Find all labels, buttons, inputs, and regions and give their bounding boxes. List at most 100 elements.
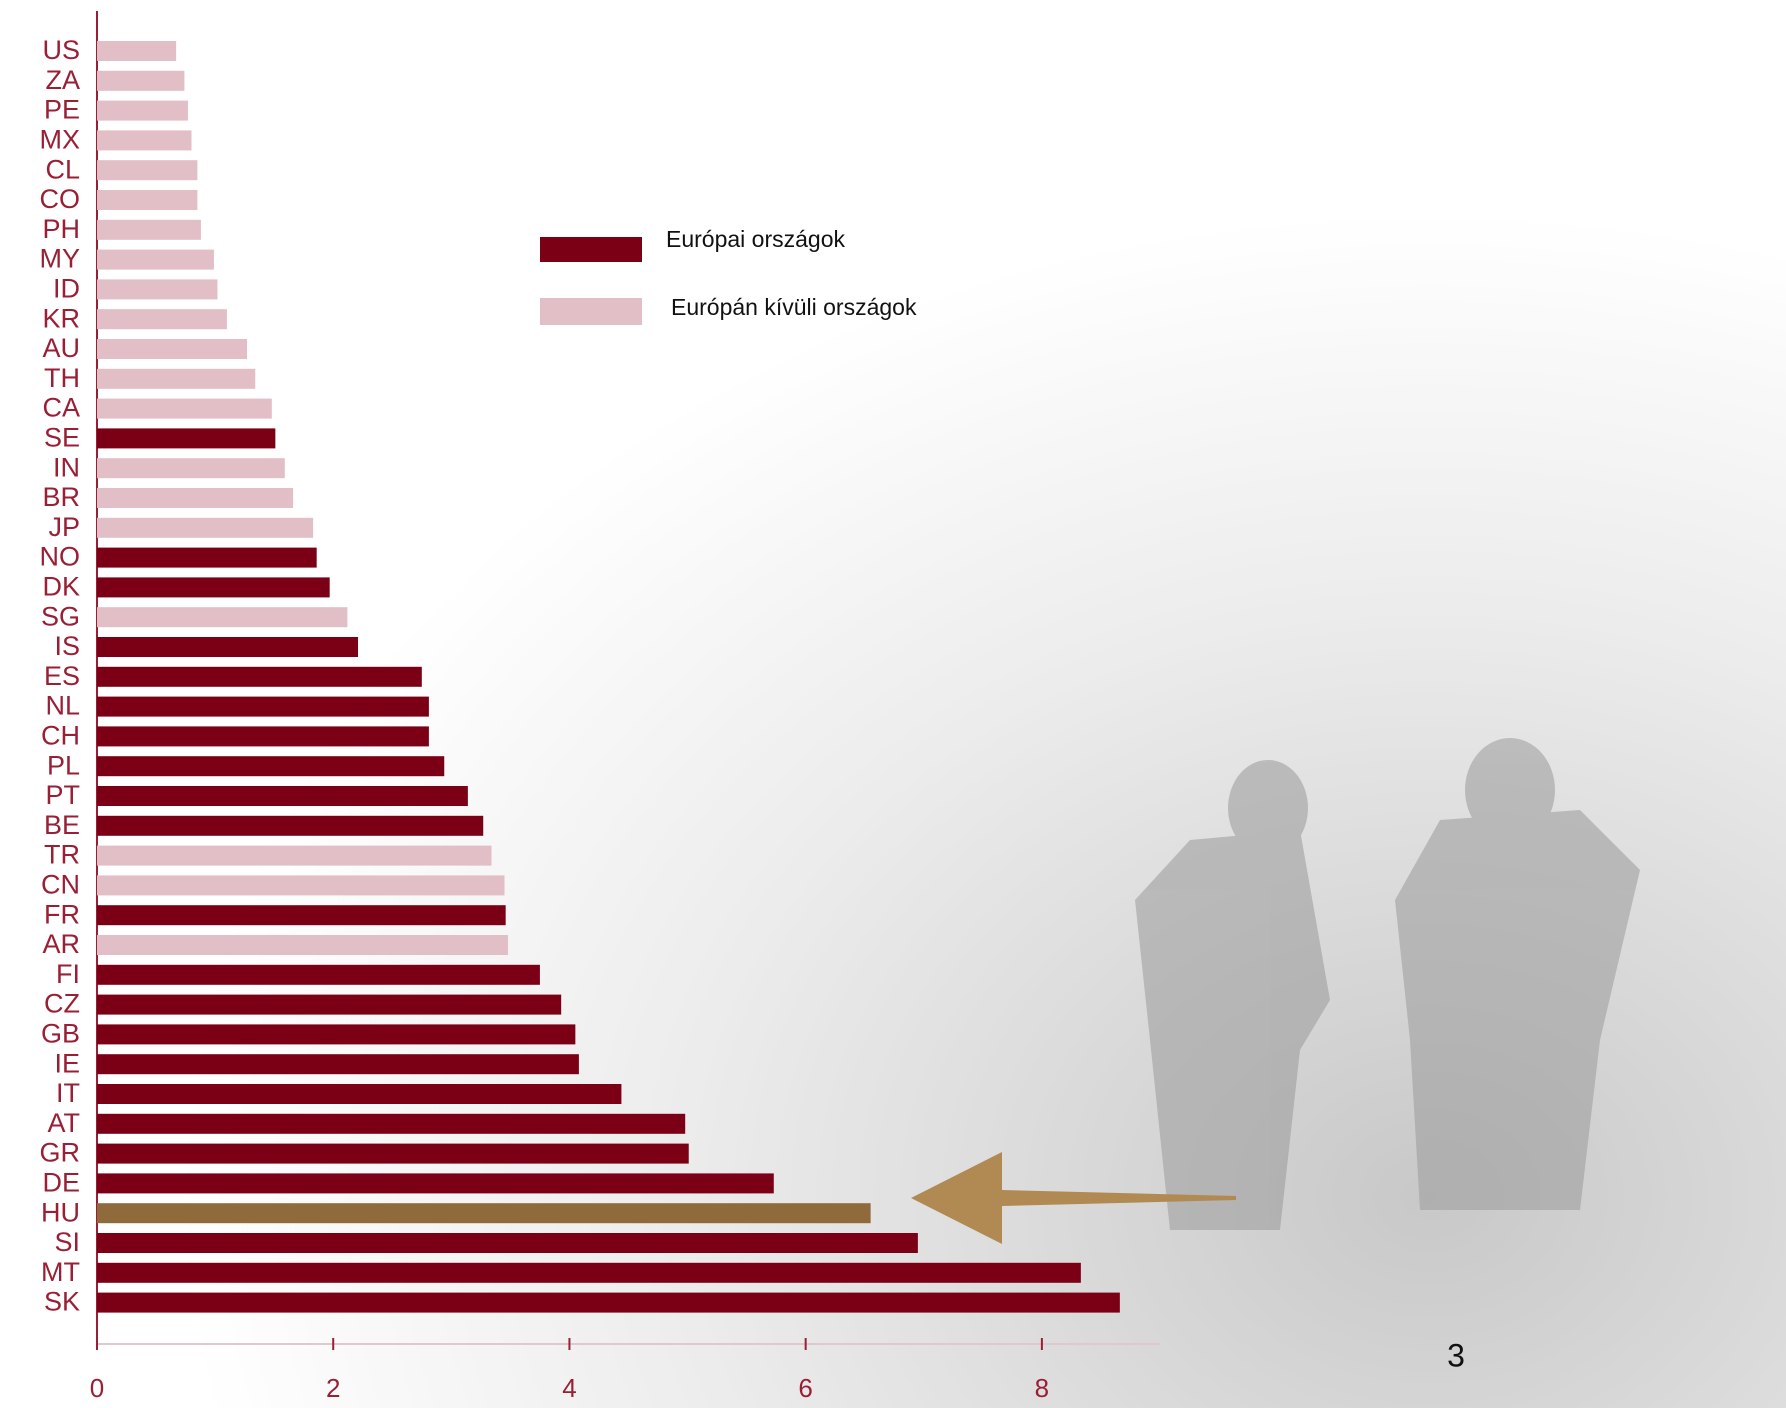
- bar: [97, 398, 272, 419]
- y-tick-label: SI: [54, 1227, 80, 1257]
- y-tick-label: IS: [54, 631, 80, 661]
- bar: [97, 488, 294, 508]
- legend-label: Európán kívüli országok: [671, 294, 917, 320]
- bar: [97, 1203, 871, 1224]
- y-tick-label: BE: [44, 810, 80, 840]
- y-tick-label: JP: [48, 512, 80, 542]
- y-tick-label: PH: [42, 214, 80, 244]
- y-tick-label: PT: [45, 780, 80, 810]
- y-tick-label: GR: [40, 1138, 81, 1168]
- bar: [97, 607, 348, 628]
- bar: [97, 1262, 1081, 1283]
- x-tick-label: 2: [326, 1373, 340, 1403]
- page-number: 3: [1447, 1337, 1465, 1373]
- y-tick-label: AU: [42, 333, 80, 363]
- y-tick-label: ZA: [45, 65, 80, 95]
- bar: [97, 696, 429, 717]
- legend-swatch: [540, 237, 642, 262]
- bar: [97, 905, 506, 926]
- legend-label: Európai országok: [666, 226, 845, 252]
- bar: [97, 41, 177, 61]
- bar: [97, 1233, 918, 1253]
- y-tick-label: ES: [44, 661, 80, 691]
- y-tick-label: TR: [44, 840, 80, 870]
- bar: [97, 160, 198, 181]
- y-tick-label: NL: [45, 691, 80, 721]
- y-tick-label: CA: [42, 393, 80, 423]
- bar: [97, 190, 198, 210]
- y-tick-label: MY: [40, 244, 81, 274]
- x-tick-label: 4: [562, 1373, 576, 1403]
- y-tick-label: MT: [41, 1257, 80, 1287]
- bar: [97, 1113, 686, 1134]
- y-tick-label: CN: [41, 870, 80, 900]
- y-tick-label: SG: [41, 601, 80, 631]
- bar: [97, 786, 468, 806]
- bar: [97, 637, 359, 657]
- y-tick-label: GB: [41, 1019, 80, 1049]
- bar: [97, 309, 227, 330]
- y-tick-label: TH: [44, 363, 80, 393]
- bar: [97, 100, 188, 121]
- y-tick-label: DE: [42, 1168, 80, 1198]
- bar: [97, 1173, 774, 1194]
- bar: [97, 130, 192, 151]
- y-tick-label: CH: [41, 721, 80, 751]
- bar: [97, 339, 248, 359]
- bar: [97, 845, 492, 866]
- y-tick-label: US: [42, 35, 80, 65]
- bar: [97, 1024, 576, 1045]
- bar: [97, 368, 256, 389]
- y-tick-label: CL: [45, 154, 80, 184]
- y-tick-label: NO: [40, 542, 81, 572]
- bar: [97, 249, 214, 270]
- bar: [97, 219, 201, 240]
- y-tick-label: MX: [40, 125, 81, 155]
- y-tick-label: SE: [44, 423, 80, 453]
- bar: [97, 458, 285, 479]
- y-tick-label: HU: [41, 1197, 80, 1227]
- bar: [97, 815, 484, 836]
- arrow: [911, 1152, 1236, 1244]
- bar: [97, 1292, 1120, 1313]
- y-tick-label: BR: [42, 482, 80, 512]
- bar: [97, 1084, 622, 1104]
- bar: [97, 279, 218, 300]
- bar: [97, 756, 445, 777]
- y-tick-label: KR: [42, 303, 80, 333]
- x-tick-label: 8: [1035, 1373, 1049, 1403]
- bar: [97, 964, 540, 985]
- bar: [97, 935, 509, 955]
- y-tick-label: SK: [44, 1287, 80, 1317]
- bar: [97, 577, 330, 598]
- y-tick-label: DK: [42, 572, 80, 602]
- y-tick-label: IT: [56, 1078, 80, 1108]
- y-tick-label: AR: [42, 929, 80, 959]
- bar: [97, 666, 422, 687]
- x-tick-label: 6: [798, 1373, 812, 1403]
- bar: [97, 994, 562, 1015]
- bar: [97, 726, 429, 747]
- bar: [97, 1143, 689, 1164]
- bar: [97, 70, 185, 91]
- y-tick-label: AT: [48, 1108, 81, 1138]
- bar: [97, 517, 314, 538]
- y-tick-label: PL: [47, 750, 80, 780]
- y-tick-label: FR: [44, 899, 80, 929]
- y-tick-label: CO: [40, 184, 81, 214]
- y-tick-label: IN: [53, 452, 80, 482]
- bar: [97, 875, 505, 896]
- y-tick-label: IE: [54, 1048, 80, 1078]
- y-tick-label: ID: [53, 274, 80, 304]
- x-tick-label: 0: [90, 1373, 104, 1403]
- figures: [1135, 738, 1640, 1230]
- bar: [97, 547, 317, 568]
- y-tick-label: PE: [44, 95, 80, 125]
- bar: [97, 1054, 579, 1075]
- bar: [97, 428, 276, 449]
- y-tick-label: FI: [56, 959, 80, 989]
- legend-swatch: [540, 298, 642, 325]
- y-tick-label: CZ: [44, 989, 80, 1019]
